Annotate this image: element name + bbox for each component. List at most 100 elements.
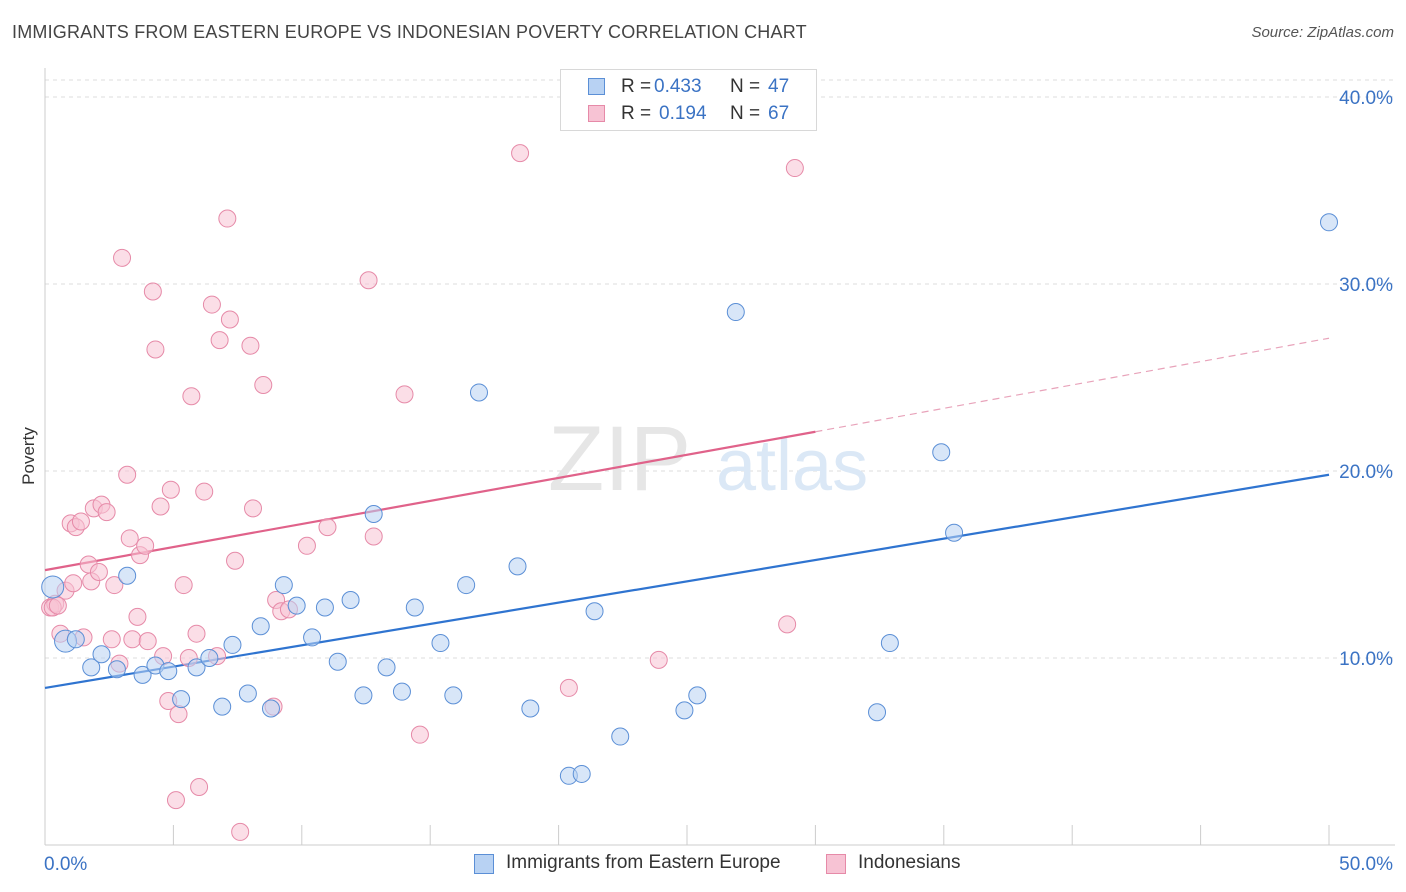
data-point [868, 703, 887, 722]
data-point [202, 295, 221, 314]
legend-swatch-pink [588, 105, 605, 122]
data-point [182, 387, 201, 406]
data-point [785, 159, 804, 178]
data-point [572, 764, 591, 783]
watermark: ZIP atlas [548, 408, 868, 510]
data-point [64, 574, 83, 593]
y-tick-label: 20.0% [1339, 462, 1393, 483]
data-point [118, 566, 137, 585]
legend-n-label: N = [730, 76, 761, 97]
data-point [89, 562, 108, 581]
data-point [48, 596, 67, 615]
data-point [287, 596, 306, 615]
data-point [105, 576, 124, 595]
data-point [241, 336, 260, 355]
data-point [457, 576, 476, 595]
data-point [66, 630, 85, 649]
data-point [159, 662, 178, 681]
data-point [195, 482, 214, 501]
data-point [231, 822, 250, 841]
data-point [151, 497, 170, 516]
chart-title: IMMIGRANTS FROM EASTERN EUROPE VS INDONE… [12, 22, 807, 42]
data-point [559, 678, 578, 697]
trend-extension-1 [815, 337, 1330, 433]
data-point [444, 686, 463, 705]
data-point [133, 665, 152, 684]
series-legend: Immigrants from Eastern Europe Indonesia… [0, 851, 1406, 877]
legend-n-value: 67 [768, 103, 790, 124]
trend-line-0 [44, 473, 1330, 690]
data-point [431, 634, 450, 653]
data-point [226, 551, 245, 570]
data-point [469, 383, 488, 402]
data-point [521, 699, 540, 718]
series-swatch-pink [826, 854, 846, 874]
data-point [138, 632, 157, 651]
x-tick-label-min: 0.0% [44, 854, 87, 875]
legend-row-eastern-europe: R = 0.433 N = 47 [561, 74, 816, 100]
watermark-atlas: atlas [716, 426, 868, 506]
data-points [41, 144, 1338, 841]
data-point [174, 576, 193, 595]
series-label: Immigrants from Eastern Europe [506, 852, 781, 873]
data-point [41, 575, 65, 599]
data-point [218, 209, 237, 228]
data-point [410, 725, 429, 744]
data-point [187, 658, 206, 677]
series-label: Indonesians [858, 852, 961, 873]
legend-n-label: N = [730, 103, 761, 124]
data-point [328, 652, 347, 671]
legend-r-label: R = [621, 103, 652, 124]
data-point [190, 778, 209, 797]
data-point [223, 635, 242, 654]
data-point [107, 660, 126, 679]
data-point [377, 658, 396, 677]
data-point [123, 630, 142, 649]
data-point [128, 607, 147, 626]
series-swatch-blue [474, 854, 494, 874]
data-point [166, 791, 185, 810]
legend-r-value: 0.194 [659, 103, 707, 124]
data-point [136, 536, 155, 555]
data-point [945, 523, 964, 542]
data-point [82, 658, 101, 677]
data-point [1320, 213, 1338, 232]
data-point [238, 684, 257, 703]
data-point [97, 503, 116, 522]
data-point [187, 624, 206, 643]
data-point [405, 598, 424, 617]
y-tick-label: 10.0% [1339, 649, 1393, 670]
data-point [297, 536, 316, 555]
data-point [210, 331, 229, 350]
y-axis-label: Poverty [19, 427, 38, 485]
y-tick-label: 40.0% [1339, 88, 1393, 109]
data-point [611, 727, 630, 746]
data-point [244, 499, 263, 518]
data-point [143, 282, 162, 301]
data-point [213, 697, 232, 716]
trend-line-1 [44, 430, 816, 572]
stats-legend: R = 0.433 N = 47 R = 0.194 N = 67 [560, 69, 817, 131]
data-point [71, 512, 90, 531]
data-point [146, 340, 165, 359]
data-point [92, 645, 111, 664]
data-point [508, 557, 527, 576]
grid-lines [45, 79, 1395, 659]
data-point [932, 443, 951, 462]
data-point [341, 591, 360, 610]
data-point [364, 527, 383, 546]
legend-r-value: 0.433 [654, 76, 702, 97]
data-point [120, 529, 139, 548]
data-point [649, 650, 668, 669]
data-point [395, 385, 414, 404]
legend-r-label: R = [621, 76, 652, 97]
data-point [675, 701, 694, 720]
tick-labels: 10.0% 20.0% 30.0% 40.0% 0.0% 50.0% [44, 88, 1393, 875]
data-point [113, 248, 132, 267]
data-point [254, 375, 273, 394]
legend-swatch-blue [588, 78, 605, 95]
data-point [261, 699, 280, 718]
data-point [778, 615, 797, 634]
data-point [220, 310, 239, 329]
